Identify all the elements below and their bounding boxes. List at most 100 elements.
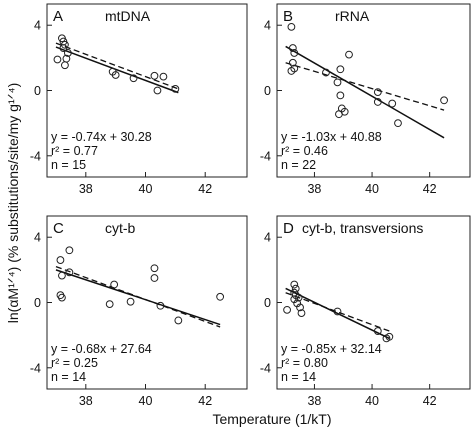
y-tick-label: 4 [34, 231, 41, 245]
x-tick-label: 40 [139, 394, 153, 408]
data-point [174, 316, 183, 325]
y-tick-label: 0 [264, 84, 271, 98]
y-tick-label: 4 [264, 231, 271, 245]
y-tick-label: 4 [34, 19, 41, 33]
x-tick-label: 38 [307, 394, 321, 408]
x-tick-label: 42 [423, 182, 437, 196]
y-tick-label: 0 [34, 84, 41, 98]
data-point [283, 305, 291, 314]
data-point [111, 71, 120, 79]
fit-line-solid [55, 46, 179, 94]
data-point [63, 49, 72, 57]
data-point [290, 280, 299, 289]
panel-title: cyt-b [105, 220, 136, 236]
y-tick-label: 4 [264, 19, 271, 33]
y-tick-label: -4 [260, 149, 271, 163]
y-tick-label: 0 [34, 296, 41, 310]
data-point [110, 280, 119, 289]
regression-equation: y = -0.68x + 27.64 [51, 342, 152, 356]
data-point [156, 301, 165, 310]
x-tick-label: 38 [307, 182, 321, 196]
data-point [291, 284, 300, 293]
r-squared: r² = 0.25 [51, 356, 98, 370]
data-point [153, 86, 162, 95]
data-point [373, 327, 382, 335]
data-point [61, 61, 69, 70]
panel-letter: A [53, 8, 63, 25]
data-point [296, 303, 304, 312]
data-point [287, 22, 296, 31]
data-point [373, 98, 382, 106]
x-tick-label: 42 [198, 394, 212, 408]
fit-line-solid [285, 45, 445, 139]
data-point [388, 99, 397, 108]
y-tick-label: -4 [260, 361, 271, 375]
x-tick-label: 40 [365, 394, 379, 408]
panel-letter: B [283, 8, 293, 25]
data-point [56, 256, 65, 264]
sample-size: n = 14 [281, 370, 316, 384]
sample-size: n = 14 [51, 370, 86, 384]
x-axis-label: Temperature (1/kT) [212, 411, 331, 427]
x-tick-label: 38 [79, 182, 93, 196]
data-point [290, 49, 299, 57]
r-squared: r² = 0.80 [281, 356, 328, 370]
data-point [126, 297, 135, 306]
data-point [294, 293, 303, 302]
y-tick-label: -4 [30, 361, 41, 375]
data-point [297, 309, 306, 318]
data-point [150, 71, 159, 80]
data-point [287, 67, 296, 75]
data-point [129, 74, 138, 83]
data-point [65, 246, 74, 255]
data-point [58, 271, 66, 280]
panel-letter: D [283, 220, 294, 237]
r-squared: r² = 0.46 [281, 144, 328, 158]
data-point [105, 300, 114, 309]
data-point [288, 58, 297, 67]
data-point [333, 78, 342, 87]
y-tick-label: -4 [30, 149, 41, 163]
fit-line-dashed [285, 62, 445, 111]
data-point [440, 96, 448, 105]
data-point [58, 293, 66, 302]
x-tick-label: 40 [139, 182, 153, 196]
fit-line-dashed [55, 265, 221, 328]
data-point [333, 307, 342, 316]
sample-size: n = 22 [281, 158, 316, 172]
data-point [335, 110, 343, 119]
regression-equation: y = -0.74x + 30.28 [51, 130, 152, 144]
regression-equation: y = -1.03x + 40.88 [281, 130, 382, 144]
data-point [159, 72, 168, 81]
fit-line-dashed [285, 292, 390, 332]
data-point [336, 91, 345, 100]
fit-line-solid [285, 287, 390, 340]
x-tick-label: 42 [423, 394, 437, 408]
panel-letter: C [53, 220, 64, 237]
fit-line-dashed [55, 42, 179, 90]
panel-title: cyt-b, transversions [302, 220, 423, 236]
x-tick-label: 40 [365, 182, 379, 196]
data-point [216, 292, 225, 301]
data-point [336, 65, 345, 74]
data-point [150, 274, 159, 282]
data-point [65, 268, 74, 277]
data-point [385, 332, 394, 341]
x-tick-label: 42 [198, 182, 212, 196]
r-squared: r² = 0.77 [51, 144, 98, 158]
panel-title: rRNA [335, 8, 370, 24]
sample-size: n = 15 [51, 158, 86, 172]
data-point [59, 44, 68, 52]
data-point [394, 119, 402, 128]
regression-equation: y = -0.85x + 32.14 [281, 342, 382, 356]
data-point [345, 50, 353, 59]
data-point [150, 264, 159, 273]
y-tick-label: 0 [264, 296, 271, 310]
y-axis-label: ln(αM¹ᐟ⁴) (% substitutions/site/my g¹ᐟ⁴) [5, 83, 21, 323]
